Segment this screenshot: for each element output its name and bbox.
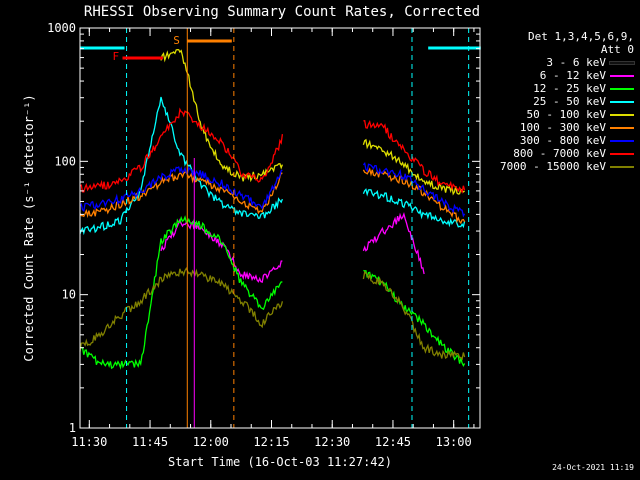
saa-label: S — [173, 34, 180, 47]
series-line-800-7000-kev — [79, 107, 466, 194]
series-line-50-100-kev — [160, 48, 465, 196]
legend-swatch — [610, 140, 634, 142]
legend-entry-label: 3 - 6 keV — [546, 56, 606, 69]
legend-entry: 50 - 100 keV — [478, 108, 636, 121]
series-line-3-6-kev — [119, 203, 425, 393]
x-axis-label: Start Time (16-Oct-03 11:27:42) — [168, 455, 392, 469]
x-tick-label: 12:00 — [193, 435, 229, 449]
x-tick-label: 13:00 — [436, 435, 472, 449]
legend-entry: 7000 - 15000 keV — [478, 160, 636, 173]
legend-header-detectors: Det 1,3,4,5,6,9, — [528, 30, 634, 43]
legend-entry: 100 - 300 keV — [478, 121, 636, 134]
legend-swatch — [610, 166, 634, 168]
x-tick-label: 11:30 — [71, 435, 107, 449]
legend-swatch — [610, 88, 634, 90]
legend-entry-label: 25 - 50 keV — [533, 95, 606, 108]
y-tick-label: 10 — [62, 288, 76, 302]
series-line-12-25-kev — [79, 215, 466, 370]
legend-swatch — [610, 114, 634, 116]
render-date: 24-Oct-2021 11:19 — [552, 463, 634, 472]
y-tick-label: 1000 — [47, 21, 76, 35]
x-tick-label: 12:15 — [253, 435, 289, 449]
legend-entry: 800 - 7000 keV — [478, 147, 636, 160]
legend-entry-label: 300 - 800 keV — [519, 134, 606, 147]
series-layer — [79, 48, 466, 393]
series-line-7000-15000-kev — [79, 267, 466, 361]
legend-entry: 6 - 12 keV — [478, 69, 636, 82]
x-tick-label: 11:45 — [132, 435, 168, 449]
legend: Det 1,3,4,5,6,9, Att 0 3 - 6 keV 6 - 12 k… — [478, 30, 636, 173]
legend-swatch — [610, 101, 634, 103]
legend-swatch — [610, 127, 634, 129]
legend-entry: 25 - 50 keV — [478, 95, 636, 108]
legend-entry-label: 7000 - 15000 keV — [500, 160, 606, 173]
legend-entry-label: 50 - 100 keV — [526, 108, 606, 121]
axis-layer: 11:30 11:45 12:00 12:15 12:30 12:45 13:00 1 10 10… — [47, 21, 480, 449]
legend-entry-label: 800 - 7000 keV — [513, 147, 606, 160]
y-tick-label: 100 — [54, 154, 76, 168]
x-tick-label: 12:45 — [375, 435, 411, 449]
legend-entry-label: 12 - 25 keV — [533, 82, 606, 95]
plot-frame — [79, 27, 481, 429]
legend-entry: 3 - 6 keV — [478, 56, 636, 69]
marker-layer: FS — [80, 28, 481, 428]
x-tick-label: 12:30 — [314, 435, 350, 449]
y-axis-label: Corrected Count Rate (s⁻¹ detector⁻¹) — [22, 94, 36, 361]
legend-entry: 12 - 25 keV — [478, 82, 636, 95]
series-line-6-12-kev — [160, 211, 425, 283]
legend-swatch — [610, 153, 634, 155]
series-line-25-50-kev — [79, 96, 466, 236]
legend-swatch — [610, 75, 634, 77]
legend-entry: 300 - 800 keV — [478, 134, 636, 147]
legend-entries: 3 - 6 keV 6 - 12 keV 12 - 25 keV 25 - 50 ke… — [478, 56, 636, 173]
chart-title: RHESSI Observing Summary Count Rates, Co… — [84, 4, 480, 20]
legend-swatch — [609, 61, 635, 65]
legend-entry-label: 100 - 300 keV — [519, 121, 606, 134]
series-line-300-800-kev — [79, 162, 466, 218]
y-tick-label: 1 — [69, 421, 76, 435]
legend-header-attenuator: Att 0 — [600, 43, 634, 56]
legend-entry-label: 6 - 12 keV — [539, 69, 606, 82]
flare-label: F — [113, 50, 120, 63]
